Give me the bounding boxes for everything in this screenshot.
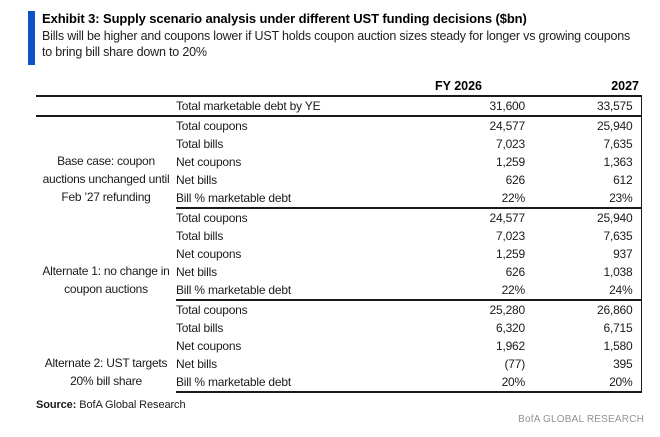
exhibit-header: Exhibit 3: Supply scenario analysis unde… (42, 0, 642, 60)
value-cell-2027: 937 (527, 245, 642, 263)
column-header-row: FY 2026 2027 (36, 73, 641, 97)
value-cell-fy2026: 7,023 (495, 229, 525, 243)
value-cell-2027: 24% (527, 281, 642, 301)
value-cell-2027: 1,038 (527, 263, 642, 281)
value-cell-2027: 395 (527, 355, 642, 373)
value-cell-2027: 23% (527, 189, 642, 209)
column-header-fy2026: FY 2026 (390, 73, 527, 97)
value-cell-fy2026: 22% (390, 281, 527, 301)
metric-cell: Net coupons (176, 155, 242, 169)
value-cell-fy2026: 7,023 (495, 137, 525, 151)
table-row: Net coupons 1,259 937 (36, 245, 642, 263)
metric-cell: Net bills (176, 173, 217, 187)
table-row: Total bills 7,023 7,635 (36, 227, 642, 245)
source-label: Source: (36, 399, 77, 411)
metric-cell: Net bills (176, 357, 217, 371)
scenario-label-alternate-2: Alternate 2: UST targets 20% bill share (44, 356, 168, 388)
metric-cell: Net coupons (176, 247, 242, 261)
table-row: Net bills 626 1,038 (36, 263, 642, 281)
metric-cell: Total marketable debt by YE (176, 96, 390, 117)
metric-cell: Bill % marketable debt (176, 281, 390, 301)
value-cell-2027: 7,635 (527, 227, 642, 245)
value-cell-2027: 26,860 (527, 300, 642, 319)
value-cell-fy2026: (77) (504, 357, 525, 371)
value-cell-fy2026: 22% (390, 189, 527, 209)
table-row: Net bills (77) 395 (36, 355, 642, 373)
value-cell-2027: 33,575 (527, 96, 642, 117)
value-cell-fy2026: 1,259 (495, 155, 525, 169)
value-cell-fy2026: 1,962 (495, 339, 525, 353)
metric-cell: Total coupons (176, 119, 248, 133)
value-cell-2027: 6,715 (527, 319, 642, 337)
value-cell-2027: 612 (527, 171, 642, 189)
scenario-column-header (36, 73, 176, 97)
value-cell-2027: 25,940 (527, 208, 642, 227)
table-row-total-debt: Total marketable debt by YE 31,600 33,57… (36, 96, 642, 117)
value-cell-2027: 1,363 (527, 153, 642, 171)
table-row: Total bills 7,023 7,635 (36, 135, 642, 153)
scenario-label-alternate-1: Alternate 1: no change in coupon auction… (42, 264, 170, 296)
value-cell-fy2026: 626 (505, 173, 526, 187)
brand-mark: BofA GLOBAL RESEARCH (518, 414, 644, 425)
table-row: Bill % marketable debt 22% 24% (36, 281, 642, 301)
metric-cell: Net coupons (176, 339, 242, 353)
value-cell-fy2026: 1,259 (495, 247, 525, 261)
metric-cell: Total coupons (176, 211, 248, 225)
metric-cell: Total coupons (176, 303, 248, 317)
value-cell-fy2026: 25,280 (489, 303, 525, 317)
metric-column-header (176, 73, 390, 97)
table-row: Net coupons 1,962 1,580 (36, 337, 642, 355)
metric-cell: Total bills (176, 137, 224, 151)
value-cell-2027: 1,580 (527, 337, 642, 355)
column-header-2027: 2027 (527, 73, 641, 97)
exhibit-subtitle: Bills will be higher and coupons lower i… (42, 29, 631, 59)
source-note: Source: BofA Global Research (36, 399, 660, 411)
value-cell-fy2026: 6,320 (495, 321, 525, 335)
table-row: Bill % marketable debt 22% 23% (36, 189, 642, 209)
supply-scenario-table: FY 2026 2027 Total marketable debt by YE… (36, 73, 642, 393)
table-row: Bill % marketable debt 20% 20% (36, 373, 642, 393)
scenario-cell-empty (36, 96, 176, 117)
table-row: Alternate 2: UST targets 20% bill share … (36, 300, 642, 388)
table-row: Base case: coupon auctions unchanged unt… (36, 116, 642, 204)
value-cell-2027: 25,940 (527, 116, 642, 135)
value-cell-fy2026: 626 (505, 265, 526, 279)
source-text: BofA Global Research (79, 399, 186, 411)
metric-cell: Total bills (176, 321, 224, 335)
table-row: Total bills 6,320 6,715 (36, 319, 642, 337)
metric-cell: Total bills (176, 229, 224, 243)
table-row: Alternate 1: no change in coupon auction… (36, 208, 642, 296)
table-row: Net bills 626 612 (36, 171, 642, 189)
table-row: Net coupons 1,259 1,363 (36, 153, 642, 171)
value-cell-fy2026: 24,577 (489, 211, 525, 225)
scenario-label-base-case: Base case: coupon auctions unchanged unt… (42, 154, 170, 204)
metric-cell: Bill % marketable debt (176, 373, 390, 393)
value-cell-2027: 20% (527, 373, 642, 393)
exhibit-title: Exhibit 3: Supply scenario analysis unde… (42, 11, 527, 26)
metric-cell: Bill % marketable debt (176, 189, 390, 209)
metric-cell: Net bills (176, 265, 217, 279)
value-cell-fy2026: 31,600 (390, 96, 527, 117)
value-cell-fy2026: 20% (390, 373, 527, 393)
value-cell-fy2026: 24,577 (489, 119, 525, 133)
accent-bar (28, 11, 35, 65)
value-cell-2027: 7,635 (527, 135, 642, 153)
